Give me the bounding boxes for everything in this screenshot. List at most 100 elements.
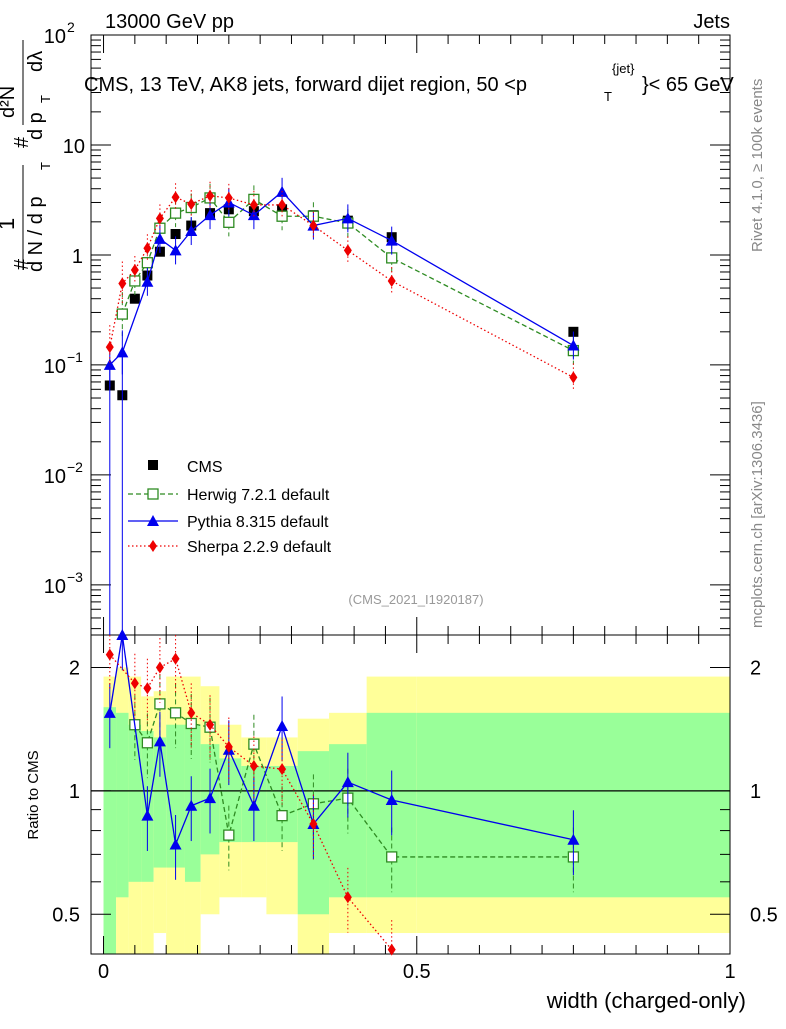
ylabel-hash1: # [11,258,33,270]
data-point [155,212,164,225]
ratio-point [169,707,182,719]
side-label-mcplots: mcplots.cern.ch [arXiv:1306.3436] [749,401,766,628]
ratio-point [143,682,152,695]
data-point [249,198,258,211]
data-point [187,198,196,211]
ratio-plot-frame [90,634,731,955]
title-sub: T [604,89,612,104]
data-point [169,207,182,219]
y-tick-label: 10 −1 [44,349,83,378]
legend-marker-cms [148,460,158,470]
y-tick-label-exp: −3 [67,569,83,585]
y-tick-label-base: 10 [44,356,66,378]
series-line-1 [121,197,574,352]
ratio-line-1 [109,634,574,847]
series-line-3 [109,195,574,378]
y-tick-label: 1 [72,246,83,268]
legend-label-herwig: Herwig 7.2.1 default [187,487,330,504]
data-point [116,346,129,358]
legend-label-sherpa: Sherpa 2.2.9 default [187,539,332,556]
data-point [185,225,198,237]
data-point [206,189,215,202]
band-inner-1 [116,712,129,898]
data-point [247,209,260,221]
data-point [170,229,181,240]
ratio-point [169,838,182,850]
title-end: }< 65 GeV [642,74,734,96]
data-point [103,358,116,370]
ratio-point [187,706,196,719]
series-line-2 [109,190,574,366]
ratio-y-label: Ratio to CMS [25,750,42,839]
x-axis-label: width (charged-only) [546,988,746,1013]
data-point [116,308,128,320]
ylabel-dpt: d p [25,112,47,140]
ratio-point [276,719,289,731]
data-point [143,242,152,255]
ratio-point [386,851,398,863]
ratio-point [171,652,180,665]
ylabel-t1: T [38,162,53,170]
data-point [224,191,233,204]
ratio-y-tick-label: 2 [69,657,80,679]
header-right: Jets [693,11,730,33]
band-inner-8 [219,758,242,843]
ratio-point [141,737,154,749]
data-point [387,274,396,287]
ratio-point [309,818,318,831]
data-point [341,212,354,224]
ratio-point [387,943,396,956]
title-main: CMS, 13 TeV, AK8 jets, forward dijet reg… [84,74,527,96]
ylabel-d2n: d²N [0,86,19,118]
y-tick-label-exp: 2 [67,19,75,35]
data-point [130,263,139,276]
y-tick-label-exp: −2 [67,459,83,475]
ylabel-hash2: # [11,136,33,148]
data-point [223,216,235,228]
data-series [103,177,580,635]
ratio-point [204,792,217,804]
data-point [385,234,398,246]
ratio-point [249,759,258,772]
legend-marker-pythia [147,515,159,526]
ratio-point [247,799,260,811]
data-point [105,341,114,354]
legend-marker-herwig [147,488,159,500]
data-point [569,371,578,384]
data-point [278,198,287,211]
x-tick-label: 0.5 [403,961,431,983]
data-point [343,244,352,257]
ylabel-one: 1 [0,218,19,230]
ratio-point [567,833,580,845]
analysis-id: (CMS_2021_I1920187) [348,592,483,607]
ratio-point [278,763,287,776]
y-tick-label-exp: −1 [67,349,83,365]
ratio-point [141,809,154,821]
ratio-point [116,629,129,640]
ratio-point [223,829,235,841]
y-tick-label: 10 −2 [44,459,83,488]
ratio-point [154,698,166,710]
data-point [153,232,166,244]
ratio-point [153,735,166,747]
data-point [171,191,180,204]
data-point [169,244,182,256]
ratio-point [224,740,233,753]
ylabel-dndpt: d N / d p [25,196,47,272]
ylabel-dlambda: dλ [25,51,47,72]
ratio-point [341,776,354,788]
data-point [129,293,140,304]
legend-label-pythia: Pythia 8.315 default [187,514,329,531]
ratio-y-tick-label: 0.5 [52,904,80,926]
ratio-point [206,718,215,731]
y-tick-label: 10 −3 [44,569,83,598]
data-point [141,275,154,287]
ratio-y-tick-label-right: 1 [750,781,761,803]
y-tick-label: 10 [63,136,85,158]
ratio-series [103,629,580,956]
side-label-rivet: Rivet 4.1.0, ≥ 100k events [749,79,766,252]
y-axis-label: # 1 d N / d p T # d p T dλ d²N [0,40,53,272]
ylabel-t2: T [38,95,53,103]
